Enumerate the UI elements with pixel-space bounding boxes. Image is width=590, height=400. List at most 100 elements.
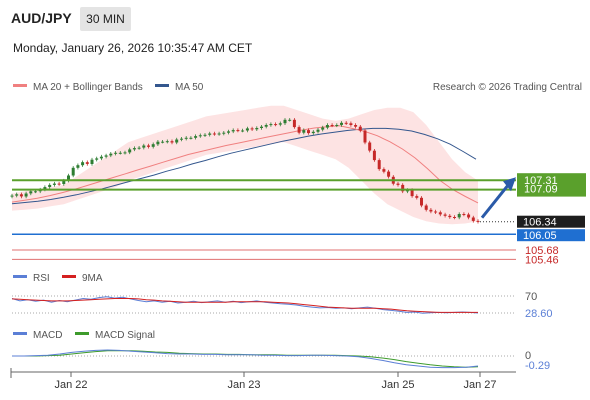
candle-body — [396, 183, 400, 185]
candle-body — [147, 145, 150, 147]
candle-body — [255, 128, 259, 130]
candle-body — [387, 171, 391, 177]
candle-body — [194, 136, 198, 138]
support-label-1: 106.05 — [523, 230, 557, 242]
ma20-legend-swatch — [13, 84, 27, 87]
candle-body — [189, 137, 193, 139]
candle-body — [198, 135, 202, 137]
candle-body — [307, 130, 310, 134]
candle-body — [151, 144, 155, 147]
candle-body — [15, 194, 19, 196]
rsi-value-label: 28.60 — [525, 308, 553, 320]
candle-body — [377, 160, 381, 170]
candle-body — [401, 184, 405, 192]
candle-body — [165, 141, 169, 143]
candle-body — [118, 152, 122, 154]
candle-body — [114, 152, 118, 154]
candle-body — [274, 124, 278, 126]
candle-body — [410, 190, 414, 197]
candle-body — [57, 183, 61, 185]
candle-body — [264, 125, 268, 127]
candle-body — [269, 124, 273, 126]
candle-body — [19, 194, 23, 197]
candle-body — [132, 148, 136, 150]
candle-body — [354, 125, 358, 127]
candle-body — [48, 184, 52, 187]
candle-body — [302, 130, 306, 133]
candle-body — [368, 142, 372, 151]
candle-body — [420, 197, 423, 206]
candle-body — [85, 162, 89, 164]
resistance-label-1: 107.31 — [524, 175, 558, 187]
candle-body — [180, 138, 183, 140]
candle-body — [227, 131, 230, 133]
candle-body — [250, 128, 254, 130]
rsi-ma-line — [11, 298, 478, 313]
candle-body — [24, 193, 28, 197]
candle-body — [212, 133, 216, 135]
candle-body — [161, 141, 165, 143]
candle-body — [81, 162, 85, 166]
ma50-legend-label: MA 50 — [175, 82, 204, 93]
candle-body — [184, 137, 188, 139]
candle-body — [429, 209, 433, 212]
rsi-panel: 70 28.60 — [11, 291, 553, 320]
rsi-legend: RSI 9MA — [13, 273, 103, 284]
candle-body — [335, 125, 339, 126]
research-credit: Research © 2026 Trading Central — [433, 82, 582, 93]
rsi-ma-legend-label: 9MA — [82, 273, 103, 284]
candle-body — [344, 122, 348, 124]
candle-body — [415, 196, 419, 198]
x-tick-label: Jan 22 — [54, 379, 87, 391]
candle-body — [462, 214, 466, 215]
candle-body — [405, 190, 409, 192]
support-label-1-bg — [517, 229, 585, 242]
candle-body — [104, 155, 108, 157]
rsi-legend-label: RSI — [33, 273, 50, 284]
resistance-label-bg — [517, 173, 586, 197]
candle-body — [170, 141, 174, 143]
candle-body — [203, 134, 207, 136]
candle-body — [476, 220, 480, 222]
ma50-legend-swatch — [155, 84, 169, 87]
macd-zero-label: 0 — [525, 350, 531, 362]
candle-body — [231, 130, 235, 132]
candle-body — [62, 180, 66, 184]
macd-line — [12, 349, 479, 369]
ma20-line — [11, 125, 479, 204]
candle-body — [453, 217, 456, 218]
macd-signal-legend-swatch — [75, 332, 89, 335]
candle-body — [99, 156, 103, 159]
candle-body — [471, 217, 475, 221]
candle-body — [260, 126, 263, 128]
candle-body — [175, 139, 179, 143]
macd-signal-legend-label: MACD Signal — [95, 330, 155, 341]
candle-body — [321, 127, 325, 130]
candle-body — [71, 167, 75, 176]
candle-body — [241, 130, 245, 132]
candle-body — [434, 211, 438, 213]
candle-body — [438, 212, 442, 215]
candle-body — [372, 150, 376, 161]
candle-body — [10, 195, 14, 197]
resistance-label-2: 107.09 — [524, 184, 558, 196]
candle-body — [128, 149, 132, 153]
timestamp: Monday, January 26, 2026 10:35:47 AM CET — [13, 41, 253, 55]
macd-legend-label: MACD — [33, 330, 62, 341]
candle-body — [363, 130, 367, 143]
time-axis: Jan 22 Jan 23 Jan 25 Jan 27 — [10, 368, 516, 391]
candle-body — [292, 119, 296, 128]
macd-panel: 0-0.29 — [12, 349, 550, 372]
candle-body — [424, 205, 428, 210]
candle-body — [208, 133, 212, 135]
macd-value-label: -0.29 — [525, 360, 550, 372]
timeframe-button[interactable]: 30 MIN — [80, 7, 131, 31]
candle-body — [95, 158, 99, 160]
candle-body — [325, 125, 329, 128]
candle-body — [349, 123, 353, 125]
currency-pair-title: AUD/JPY — [11, 10, 72, 26]
rsi-ma-legend-swatch — [62, 275, 76, 278]
macd-legend: MACD MACD Signal — [13, 330, 155, 341]
